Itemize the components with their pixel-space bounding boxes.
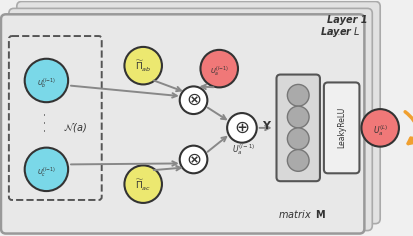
FancyBboxPatch shape [1,14,363,234]
Text: Layer $L$: Layer $L$ [319,25,360,39]
Circle shape [287,106,309,128]
Text: $U_a^{(L)}$: $U_a^{(L)}$ [372,123,387,138]
Text: $U_c^{(l\!-\!1)}$: $U_c^{(l\!-\!1)}$ [37,165,56,179]
Circle shape [25,148,68,191]
Text: $\otimes$: $\otimes$ [185,151,201,169]
Text: LeakyReLU: LeakyReLU [336,107,345,148]
FancyBboxPatch shape [17,1,379,224]
Text: $U_b^{(l\!-\!1)}$: $U_b^{(l\!-\!1)}$ [37,76,56,91]
Text: $\widetilde{\Pi}_{ac}$: $\widetilde{\Pi}_{ac}$ [135,178,151,193]
Circle shape [25,59,68,102]
Text: ......: ...... [325,28,343,37]
Text: Layer 1: Layer 1 [326,15,366,25]
Text: $\mathcal{N}$(a): $\mathcal{N}$(a) [63,121,87,134]
Text: $\otimes$: $\otimes$ [185,91,201,109]
Text: $\widetilde{\Pi}_{ab}$: $\widetilde{\Pi}_{ab}$ [135,59,151,74]
Circle shape [361,109,398,147]
Text: $U_a^{(l-1)}$: $U_a^{(l-1)}$ [232,142,255,157]
Circle shape [179,86,207,114]
FancyBboxPatch shape [323,82,358,173]
Circle shape [200,50,237,87]
FancyBboxPatch shape [276,75,319,181]
Text: matrix  $\mathbf{M}$: matrix $\mathbf{M}$ [277,208,326,220]
Text: $\oplus$: $\oplus$ [234,119,249,137]
Circle shape [287,84,309,106]
Text: · · ·: · · · [40,112,53,132]
Text: $U_a^{(l\!-\!1)}$: $U_a^{(l\!-\!1)}$ [209,65,228,78]
Circle shape [287,128,309,150]
Circle shape [179,146,207,173]
Circle shape [227,113,256,143]
Circle shape [287,150,309,171]
Text: Y: Y [261,121,269,131]
Circle shape [124,165,161,203]
FancyBboxPatch shape [9,8,371,231]
Circle shape [124,47,161,84]
